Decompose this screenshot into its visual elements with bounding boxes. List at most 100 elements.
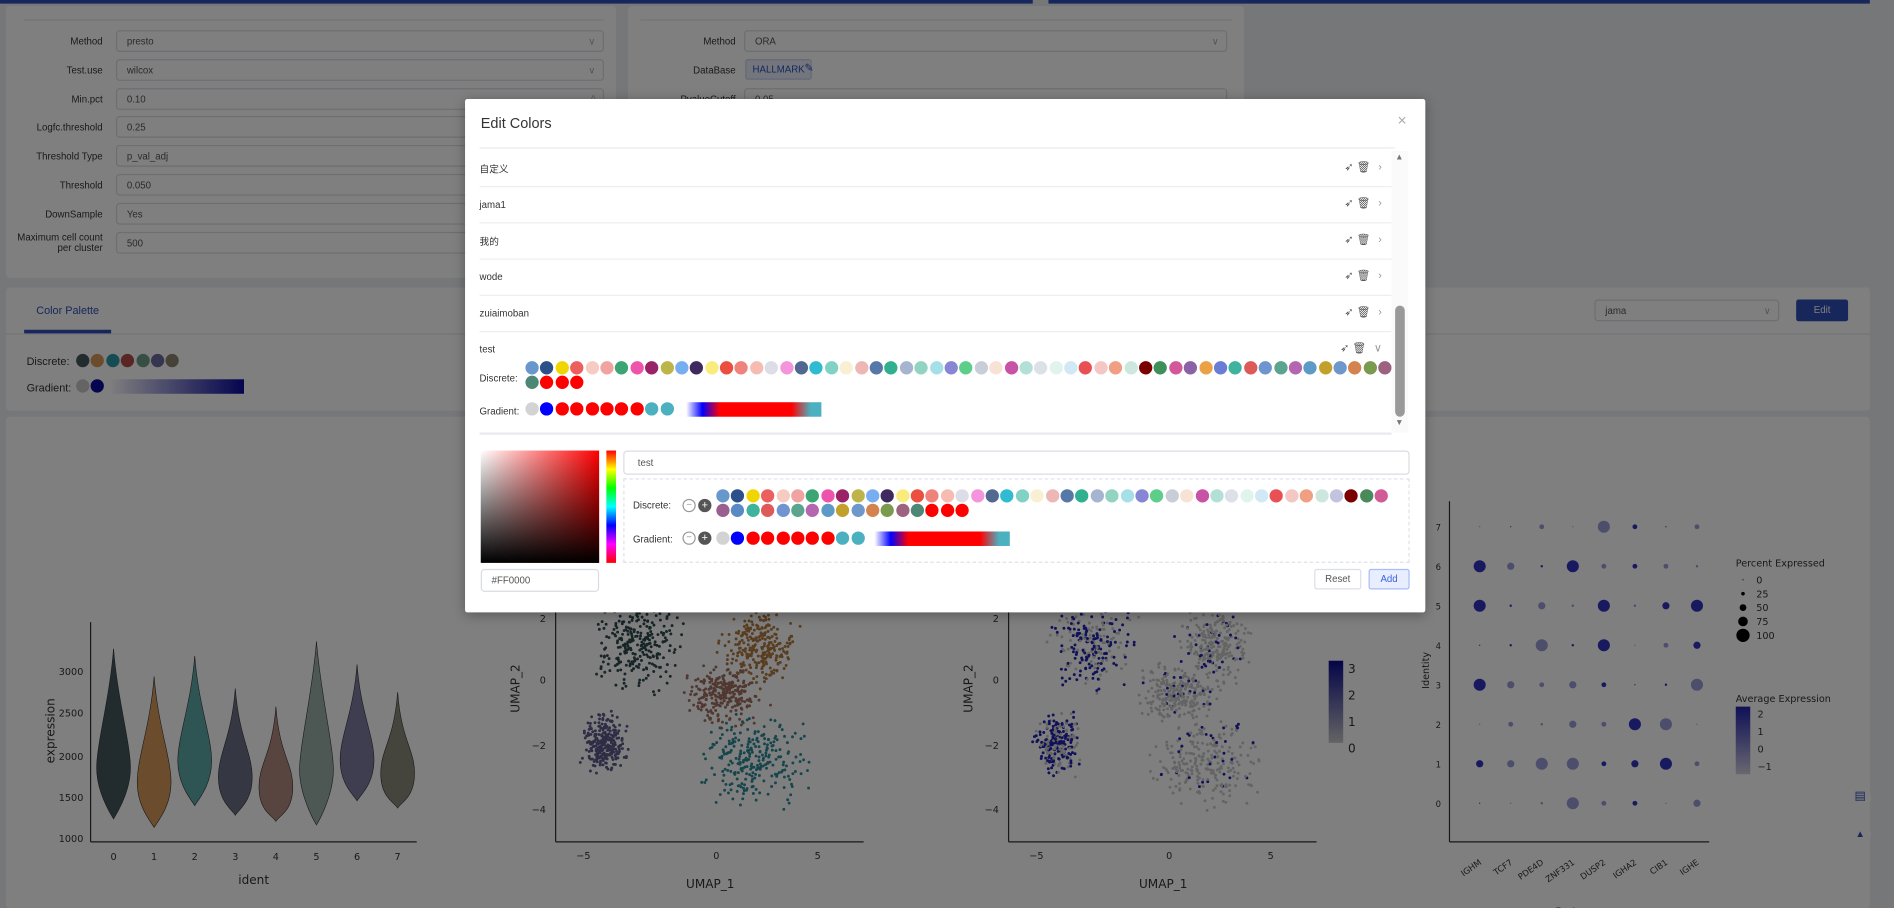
color-swatch[interactable]: [570, 361, 584, 375]
color-swatch[interactable]: [791, 531, 805, 545]
color-swatch[interactable]: [1318, 361, 1332, 375]
color-swatch[interactable]: [865, 503, 880, 517]
color-swatch[interactable]: [1374, 489, 1389, 503]
color-swatch[interactable]: [645, 402, 659, 416]
color-swatch[interactable]: [1288, 361, 1303, 375]
remove-gradient-color-icon[interactable]: −: [682, 531, 696, 545]
color-swatch[interactable]: [1183, 361, 1198, 375]
color-swatch[interactable]: [1363, 361, 1377, 375]
color-swatch[interactable]: [854, 361, 868, 375]
color-swatch[interactable]: [1378, 361, 1392, 375]
color-swatch[interactable]: [1255, 489, 1269, 503]
color-swatch[interactable]: [880, 503, 895, 517]
color-swatch[interactable]: [731, 489, 745, 503]
color-swatch[interactable]: [761, 503, 775, 517]
color-swatch[interactable]: [1299, 489, 1314, 503]
color-swatch[interactable]: [1270, 489, 1284, 503]
scrollbar-thumb[interactable]: [1395, 305, 1405, 417]
color-swatch[interactable]: [1180, 489, 1194, 503]
color-swatch[interactable]: [1243, 361, 1258, 375]
color-swatch[interactable]: [821, 489, 835, 503]
color-swatch[interactable]: [895, 503, 910, 517]
color-swatch[interactable]: [675, 361, 689, 375]
color-swatch[interactable]: [914, 361, 928, 375]
color-swatch[interactable]: [869, 361, 883, 375]
color-swatch[interactable]: [806, 489, 820, 503]
color-swatch[interactable]: [1064, 361, 1078, 375]
color-swatch[interactable]: [1213, 361, 1228, 375]
color-swatch[interactable]: [716, 531, 730, 545]
hue-slider[interactable]: [606, 450, 617, 563]
color-swatch[interactable]: [1015, 489, 1029, 503]
color-swatch[interactable]: [1105, 489, 1119, 503]
apply-send-icon[interactable]: ➶: [1340, 341, 1353, 354]
color-saturation-picker[interactable]: [480, 450, 600, 563]
color-swatch[interactable]: [806, 531, 820, 545]
add-color-icon[interactable]: +: [698, 498, 712, 513]
color-swatch[interactable]: [690, 361, 704, 375]
color-swatch[interactable]: [630, 402, 644, 416]
color-swatch[interactable]: [955, 489, 970, 503]
color-swatch[interactable]: [555, 375, 569, 389]
color-swatch[interactable]: [1139, 361, 1153, 375]
color-swatch[interactable]: [836, 503, 850, 517]
color-swatch[interactable]: [555, 361, 569, 375]
trash-icon[interactable]: 🗑: [1352, 341, 1370, 354]
trash-icon[interactable]: 🗑: [1356, 196, 1374, 209]
color-swatch[interactable]: [1210, 489, 1224, 503]
color-swatch[interactable]: [974, 361, 988, 375]
color-swatch[interactable]: [989, 361, 1003, 375]
color-swatch[interactable]: [1348, 361, 1362, 375]
color-swatch[interactable]: [716, 503, 730, 517]
color-swatch[interactable]: [929, 361, 943, 375]
apply-send-icon[interactable]: ➶: [1344, 160, 1357, 173]
color-swatch[interactable]: [776, 531, 790, 545]
color-swatch[interactable]: [1019, 361, 1033, 375]
color-swatch[interactable]: [1240, 489, 1254, 503]
color-swatch[interactable]: [794, 361, 809, 375]
template-row[interactable]: test ➶ 🗑 ∨ Discrete: Gradient:: [480, 332, 1392, 441]
add-button[interactable]: Add: [1368, 568, 1410, 590]
color-swatch[interactable]: [1150, 489, 1164, 503]
color-swatch[interactable]: [806, 503, 820, 517]
color-swatch[interactable]: [959, 361, 973, 375]
color-swatch[interactable]: [1195, 489, 1209, 503]
color-swatch[interactable]: [821, 503, 835, 517]
color-swatch[interactable]: [1333, 361, 1347, 375]
color-swatch[interactable]: [645, 361, 659, 375]
hex-input[interactable]: #FF0000: [480, 568, 600, 592]
trash-icon[interactable]: 🗑: [1356, 233, 1374, 246]
color-swatch[interactable]: [910, 489, 925, 503]
color-swatch[interactable]: [925, 503, 940, 517]
color-swatch[interactable]: [746, 531, 760, 545]
color-swatch[interactable]: [570, 375, 584, 389]
color-swatch[interactable]: [824, 361, 839, 375]
template-row[interactable]: 我的 ➶ 🗑 ›: [479, 223, 1392, 260]
color-swatch[interactable]: [720, 361, 734, 375]
color-swatch[interactable]: [1094, 361, 1108, 375]
color-swatch[interactable]: [615, 361, 629, 375]
color-swatch[interactable]: [1109, 361, 1123, 375]
color-swatch[interactable]: [850, 503, 865, 517]
color-swatch[interactable]: [705, 361, 719, 375]
color-swatch[interactable]: [1258, 361, 1273, 375]
color-swatch[interactable]: [540, 361, 554, 375]
color-swatch[interactable]: [600, 361, 614, 375]
color-swatch[interactable]: [1314, 489, 1329, 503]
apply-send-icon[interactable]: ➶: [1344, 233, 1357, 246]
template-row[interactable]: jama1 ➶ 🗑 ›: [479, 187, 1392, 224]
color-swatch[interactable]: [850, 531, 865, 545]
color-swatch[interactable]: [525, 402, 539, 416]
color-swatch[interactable]: [1135, 489, 1149, 503]
color-swatch[interactable]: [600, 402, 614, 416]
color-swatch[interactable]: [1049, 361, 1063, 375]
color-swatch[interactable]: [1000, 489, 1014, 503]
reset-button[interactable]: Reset: [1314, 568, 1362, 590]
color-swatch[interactable]: [944, 361, 958, 375]
color-swatch[interactable]: [1154, 361, 1168, 375]
color-swatch[interactable]: [749, 361, 764, 375]
color-swatch[interactable]: [865, 489, 880, 503]
scrollbar[interactable]: ▲ ▼: [1391, 150, 1409, 433]
color-swatch[interactable]: [1329, 489, 1344, 503]
color-swatch[interactable]: [1030, 489, 1044, 503]
